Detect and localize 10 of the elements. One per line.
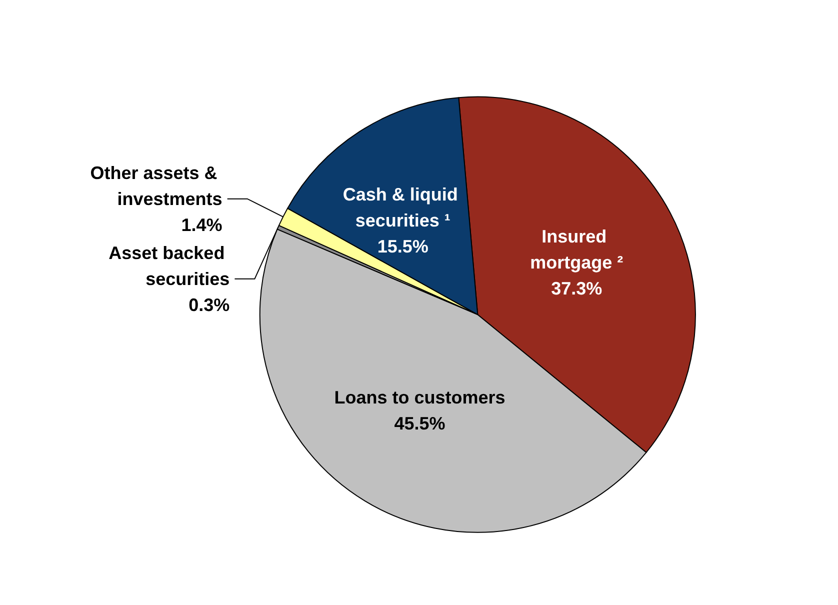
data-label: 1.4% xyxy=(181,214,222,235)
slice-label: Cash & liquid securities ¹ xyxy=(342,184,463,231)
data-label: 0.3% xyxy=(188,294,230,315)
data-label: 45.5% xyxy=(394,413,446,434)
slice-label: Asset backed securities xyxy=(108,242,230,289)
data-label: 15.5% xyxy=(377,236,428,257)
data-label: 37.3% xyxy=(551,278,602,298)
slice-label: Insured mortgage ² xyxy=(530,226,624,272)
slice-label: Loans to customers xyxy=(334,387,506,408)
slice-label: Other assets & investments xyxy=(90,162,222,209)
